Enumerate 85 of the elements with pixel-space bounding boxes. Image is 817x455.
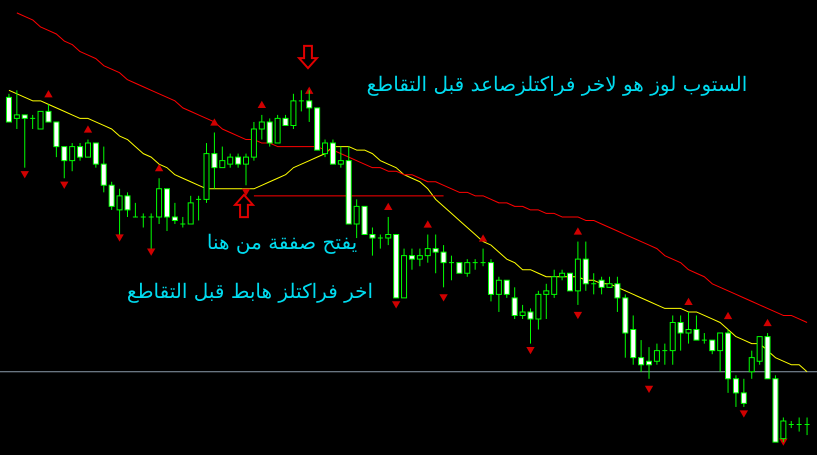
candlestick	[235, 153, 242, 168]
point	[242, 188, 250, 196]
point	[258, 100, 266, 108]
candlestick	[717, 332, 724, 372]
candlestick	[480, 248, 486, 267]
annotation: يفتح صفقة من هنا	[206, 230, 358, 254]
point	[478, 234, 488, 242]
candlestick	[22, 114, 28, 168]
candlestick	[45, 104, 52, 122]
candlestick	[354, 198, 360, 239]
candlestick	[701, 332, 708, 344]
candlestick	[590, 272, 597, 295]
point	[44, 90, 53, 98]
point	[574, 227, 582, 235]
candlestick	[464, 258, 470, 278]
candlestick	[282, 114, 289, 126]
candlestick	[598, 276, 605, 295]
candlestick	[298, 90, 304, 112]
candlestick	[448, 255, 454, 281]
candlestick	[646, 346, 652, 380]
candlestick	[740, 378, 747, 408]
point	[60, 182, 68, 189]
candlestick	[614, 276, 620, 312]
point	[724, 312, 732, 320]
point	[763, 318, 772, 326]
candlestick	[693, 314, 700, 341]
candlestick	[606, 276, 613, 288]
point	[526, 347, 535, 354]
point	[154, 164, 164, 172]
candlestick	[38, 110, 44, 130]
point	[20, 171, 29, 178]
candlestick	[748, 350, 755, 380]
candlestick	[180, 216, 186, 228]
candlestick	[804, 416, 810, 436]
point	[439, 294, 448, 302]
candlestick	[440, 244, 447, 288]
point	[147, 248, 156, 256]
annotation: اخر فراكتلز هابط قبل التقاطع	[126, 279, 374, 303]
candlestick	[504, 280, 510, 298]
candlestick	[243, 153, 250, 186]
candlestick	[638, 340, 644, 372]
annotation: الستوب لوز هو لاخر فراكتلزصاعد قبل التقاطع	[366, 72, 748, 96]
candlestick	[686, 311, 692, 344]
candlestick	[377, 234, 384, 250]
candlestick	[520, 304, 526, 320]
point	[392, 301, 400, 309]
candlestick	[330, 139, 336, 165]
candlestick	[654, 343, 660, 366]
candlestick	[188, 195, 194, 224]
candlestick	[732, 374, 739, 408]
candlestick	[559, 269, 566, 281]
candlestick	[211, 132, 218, 190]
candlestick	[408, 248, 415, 270]
candlestick	[92, 142, 99, 168]
candlestick	[84, 139, 91, 158]
point	[115, 234, 124, 242]
candlestick	[527, 308, 534, 344]
candlestick	[132, 202, 138, 218]
candlestick	[140, 212, 146, 228]
candlestick	[369, 227, 376, 256]
candlestick	[30, 114, 36, 130]
candlestick	[512, 286, 518, 320]
candlestick	[124, 192, 130, 218]
candlestick	[322, 139, 328, 158]
candlestick	[472, 258, 478, 270]
point	[684, 298, 693, 306]
point	[740, 410, 748, 418]
candlestick	[77, 142, 84, 162]
candlestick	[567, 272, 573, 292]
point	[574, 312, 582, 320]
candlestick	[14, 90, 20, 130]
candlestick	[496, 276, 502, 312]
point	[644, 386, 654, 393]
point	[384, 202, 392, 210]
point	[210, 118, 219, 126]
point	[424, 220, 432, 228]
candlestick	[796, 416, 802, 432]
candlestick	[678, 314, 684, 352]
candlestick	[172, 202, 178, 224]
candlestick	[196, 195, 202, 221]
point	[84, 125, 92, 133]
candlestick	[456, 262, 462, 274]
candlestick	[416, 248, 423, 267]
candlestick	[662, 343, 668, 366]
candlestick	[709, 340, 716, 355]
